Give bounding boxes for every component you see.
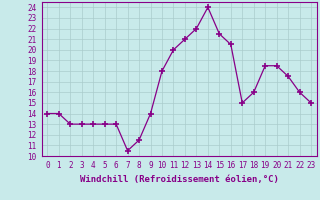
X-axis label: Windchill (Refroidissement éolien,°C): Windchill (Refroidissement éolien,°C) (80, 175, 279, 184)
